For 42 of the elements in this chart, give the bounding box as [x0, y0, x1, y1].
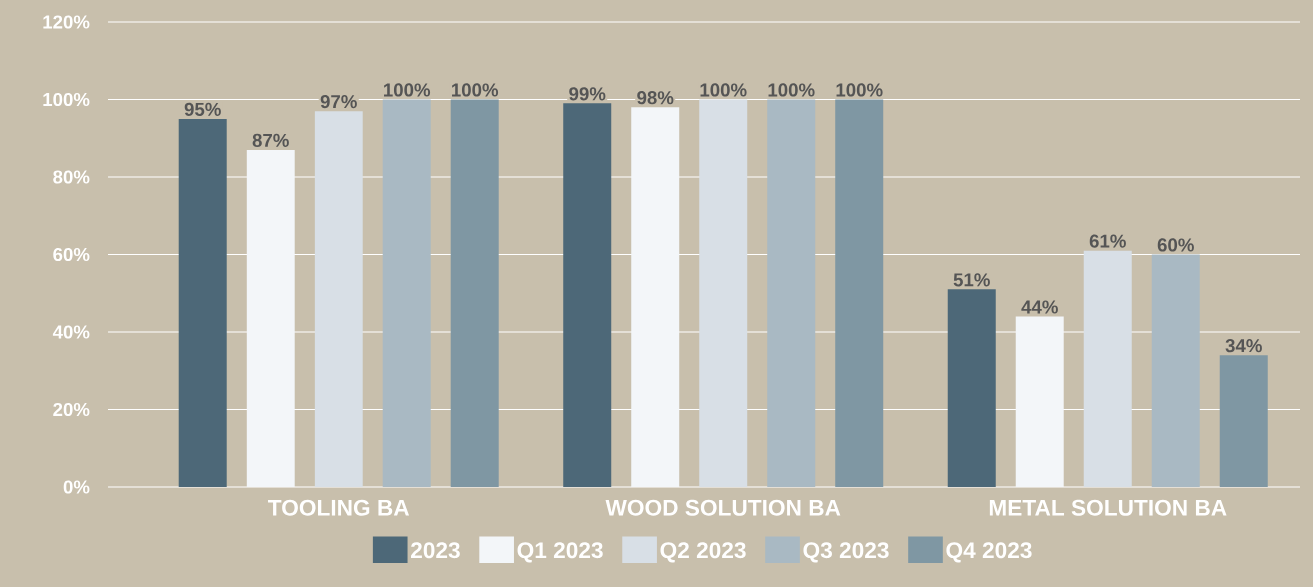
y-tick-label: 20%: [53, 402, 90, 417]
data-label: 87%: [252, 133, 289, 147]
bar: [947, 289, 996, 487]
data-label: 100%: [836, 83, 883, 97]
bar: [450, 99, 499, 487]
y-tick-label: 120%: [43, 15, 90, 29]
data-label: 97%: [320, 94, 357, 109]
legend-label: Q2 2023: [660, 542, 746, 563]
bar: [1219, 355, 1268, 487]
legend-label: Q4 2023: [946, 542, 1032, 563]
y-tick-label: 100%: [43, 92, 90, 107]
data-label: 95%: [184, 102, 221, 116]
bar: [563, 103, 612, 487]
bar: [1083, 250, 1132, 487]
x-tick-label: WOOD SOLUTION BA: [605, 499, 841, 516]
bar: [767, 99, 816, 487]
data-label: 44%: [1021, 300, 1058, 314]
legend-label: Q3 2023: [803, 542, 889, 563]
y-tick-label: 80%: [53, 170, 90, 184]
bar: [314, 111, 363, 487]
x-tick-label: METAL SOLUTION BA: [989, 499, 1227, 516]
data-label: 99%: [569, 87, 606, 101]
y-tick-label: 60%: [53, 247, 90, 262]
bar: [699, 99, 748, 487]
y-tick-label: 0%: [63, 480, 90, 494]
data-label: 60%: [1157, 238, 1194, 252]
bar: [1151, 254, 1200, 487]
bar: [382, 99, 431, 487]
bar: [835, 99, 884, 487]
data-label: 100%: [384, 83, 431, 97]
x-tick-label: TOOLING BA: [268, 499, 410, 516]
data-label: 100%: [700, 83, 747, 97]
bar: [178, 118, 227, 487]
data-label: 98%: [637, 91, 674, 105]
data-label: 34%: [1225, 339, 1262, 353]
data-label: 100%: [452, 83, 499, 97]
legend-label: 2023: [411, 542, 460, 559]
y-tick-label: 40%: [52, 325, 90, 339]
legend-label: Q1 2023: [517, 542, 603, 563]
data-label: 61%: [1089, 234, 1126, 248]
data-label: 51%: [953, 273, 990, 287]
data-label: 100%: [768, 83, 815, 97]
